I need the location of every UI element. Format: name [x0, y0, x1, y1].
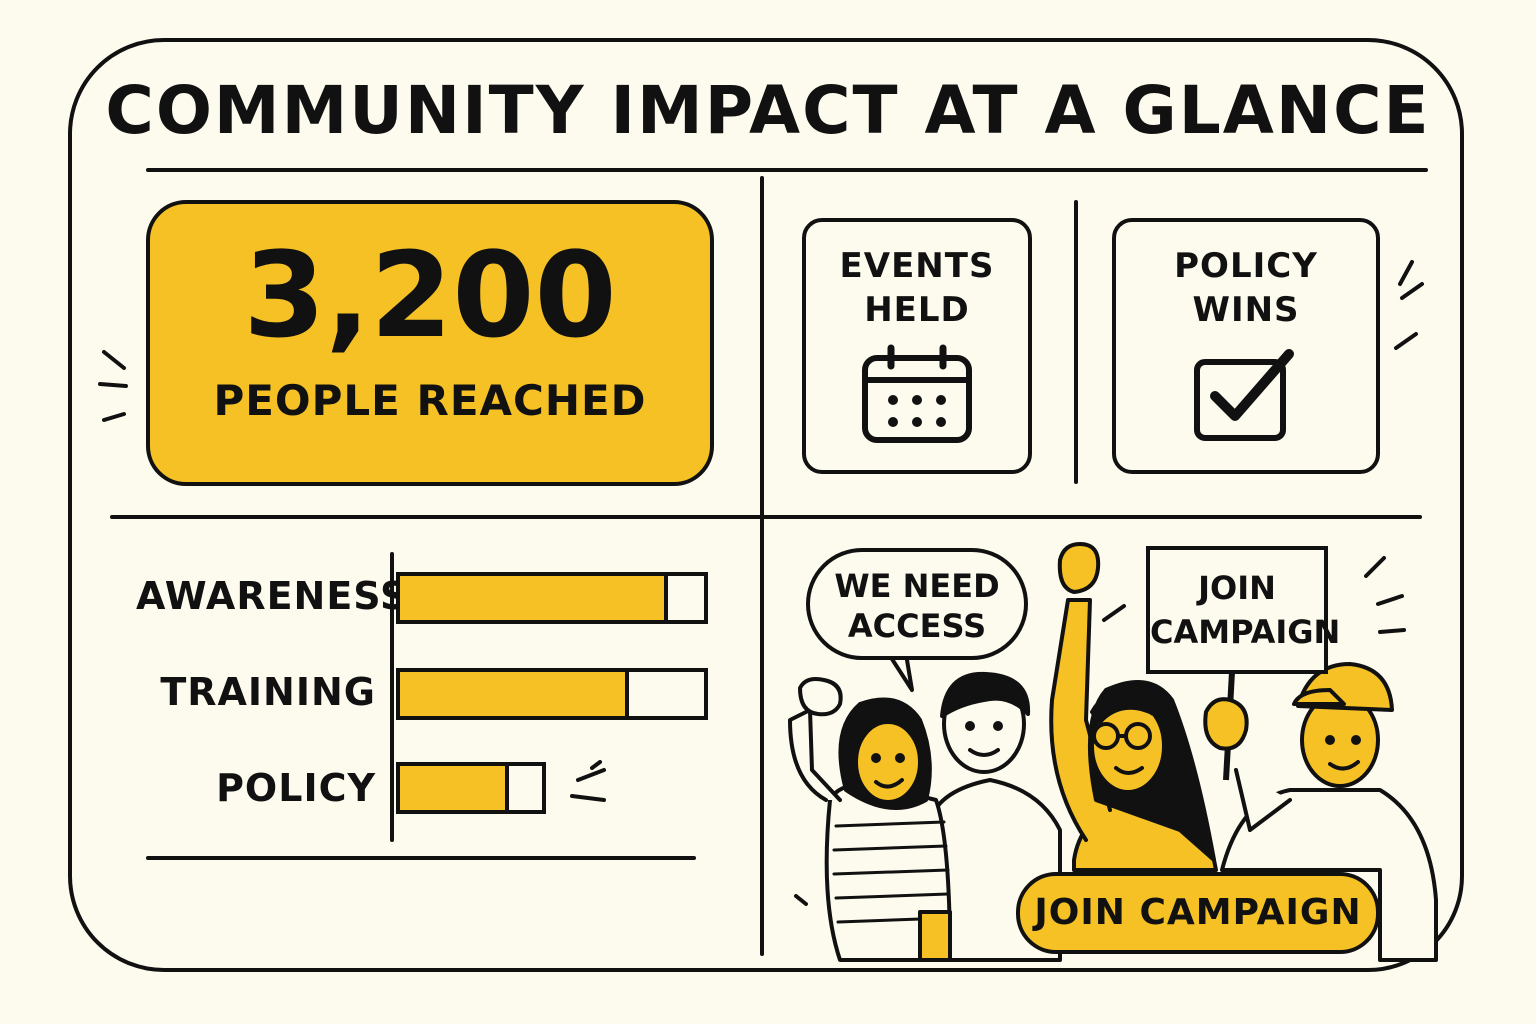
people-reached-card: 3,200 PEOPLE REACHED — [146, 200, 714, 486]
people-reached-label: PEOPLE REACHED — [213, 376, 647, 425]
bar-fill-policy — [400, 766, 510, 810]
speech-bubble-line2: ACCESS — [847, 607, 987, 645]
bars-axis — [390, 552, 394, 842]
dashboard-frame — [68, 38, 1464, 972]
page-title: COMMUNITY IMPACT AT A GLANCE — [105, 72, 1431, 149]
bar-training — [396, 668, 708, 720]
bar-label-training: TRAINING — [160, 670, 376, 714]
header-divider — [146, 168, 1428, 172]
events-held-label-line1: EVENTS — [839, 246, 995, 286]
bar-policy — [396, 762, 546, 814]
policy-wins-card: POLICY WINS — [1112, 218, 1380, 474]
join-campaign-button[interactable]: JOIN CAMPAIGN — [1016, 872, 1380, 954]
policy-wins-label: POLICY WINS — [1116, 244, 1376, 332]
events-held-card: EVENTS HELD — [802, 218, 1032, 474]
bar-label-awareness: AWARENESS — [136, 574, 409, 618]
bar-fill-awareness — [400, 576, 669, 620]
center-divider — [760, 176, 764, 956]
bar-fill-training — [400, 672, 629, 716]
protest-sign-line1: JOIN — [1198, 569, 1276, 607]
calendar-icon — [861, 344, 973, 448]
speech-bubble-line1: WE NEED — [834, 567, 1000, 605]
middle-divider — [110, 515, 1422, 519]
protest-sign: JOIN CAMPAIGN — [1146, 546, 1341, 674]
people-reached-value: 3,200 — [243, 226, 617, 364]
policy-wins-label-line1: POLICY — [1174, 246, 1318, 286]
bars-baseline — [146, 856, 696, 860]
events-held-label-line2: HELD — [864, 290, 970, 330]
bar-awareness — [396, 572, 708, 624]
policy-wins-label-line2: WINS — [1192, 290, 1300, 330]
events-held-label: EVENTS HELD — [806, 244, 1028, 332]
checkbox-icon — [1191, 344, 1301, 448]
bar-label-policy: POLICY — [216, 766, 376, 810]
stats-divider — [1074, 200, 1078, 484]
speech-bubble: WE NEED ACCESS — [806, 548, 1028, 660]
protest-sign-line2: CAMPAIGN — [1150, 613, 1341, 651]
